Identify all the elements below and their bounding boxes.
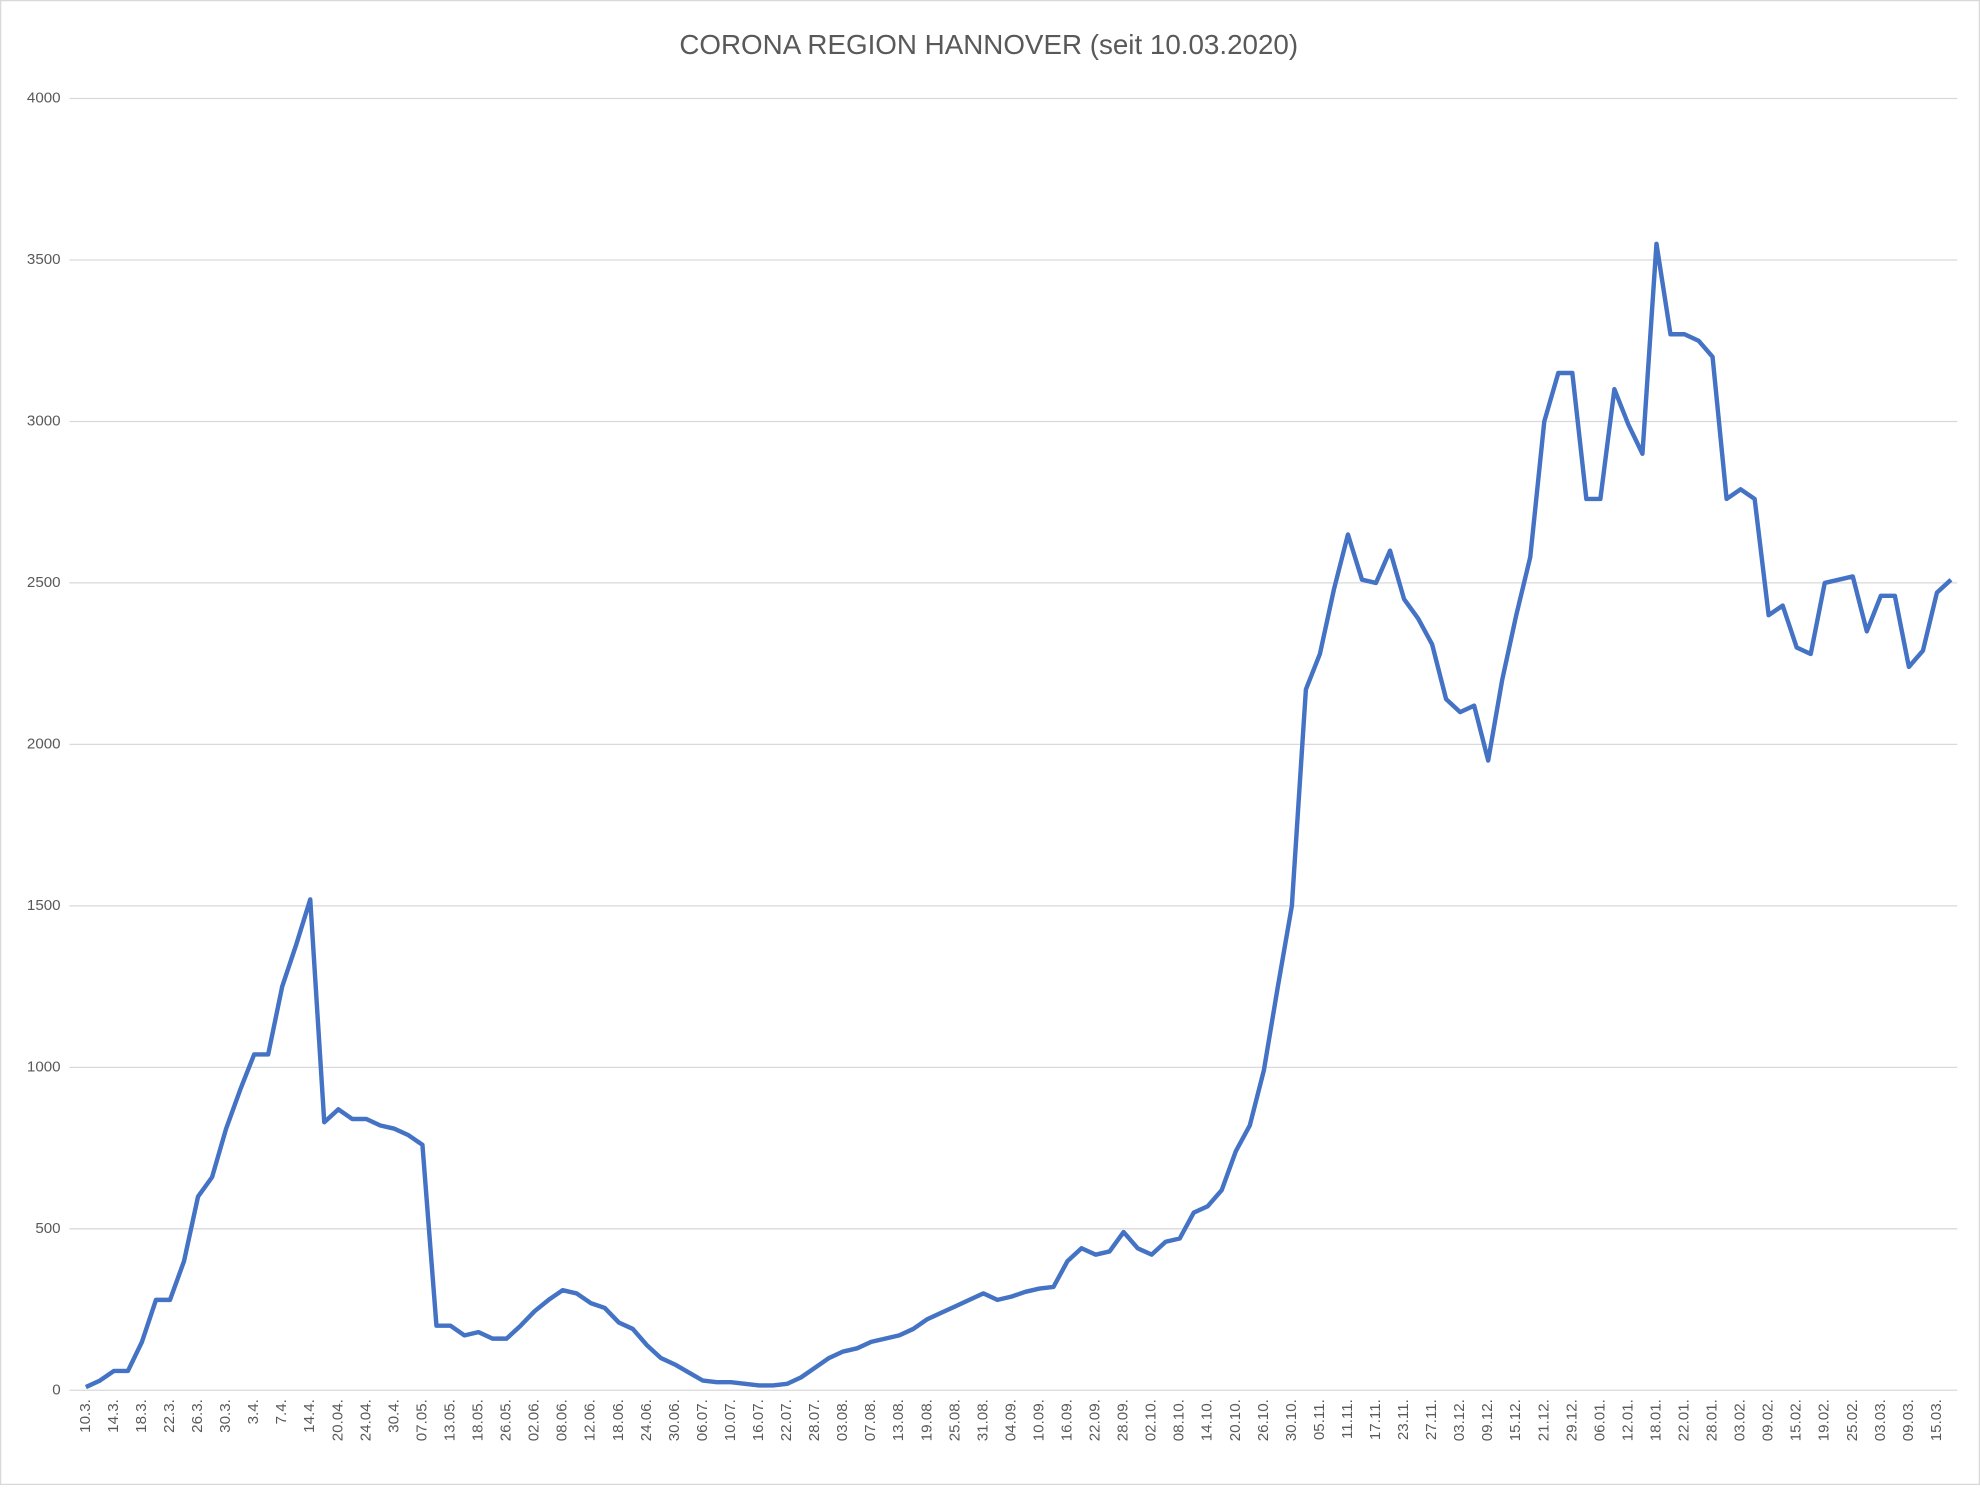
- x-tick-label: 15.03.: [1928, 1399, 1945, 1441]
- x-tick-label: 3.4.: [245, 1399, 262, 1424]
- x-tick-label: 17.11.: [1367, 1399, 1384, 1440]
- x-tick-label: 30.3.: [217, 1399, 234, 1433]
- x-tick-label: 20.10.: [1227, 1399, 1244, 1441]
- x-tick-label: 03.08.: [834, 1399, 851, 1441]
- x-tick-label: 21.12.: [1535, 1399, 1552, 1441]
- x-tick-label: 05.11.: [1311, 1399, 1328, 1440]
- x-tick-label: 30.06.: [666, 1399, 683, 1441]
- x-tick-label: 12.06.: [582, 1399, 599, 1441]
- x-tick-label: 04.09.: [1002, 1399, 1019, 1441]
- x-tick-label: 15.12.: [1507, 1399, 1524, 1441]
- x-tick-label: 09.03.: [1900, 1399, 1917, 1441]
- x-tick-label: 08.10.: [1171, 1399, 1188, 1441]
- x-tick-label: 13.08.: [890, 1399, 907, 1441]
- x-tick-label: 10.09.: [1030, 1399, 1047, 1441]
- y-tick-label: 1000: [27, 1058, 61, 1075]
- x-tick-label: 26.05.: [498, 1399, 515, 1441]
- x-tick-label: 24.06.: [638, 1399, 655, 1441]
- x-tick-label: 02.06.: [526, 1399, 543, 1441]
- y-tick-label: 0: [52, 1381, 60, 1398]
- x-tick-label: 14.10.: [1199, 1399, 1216, 1441]
- x-tick-label: 22.09.: [1087, 1399, 1104, 1441]
- x-tick-label: 19.02.: [1816, 1399, 1833, 1441]
- x-tick-label: 27.11.: [1423, 1399, 1440, 1440]
- x-tick-label: 19.08.: [918, 1399, 935, 1441]
- x-tick-label: 09.02.: [1760, 1399, 1777, 1441]
- x-tick-label: 03.03.: [1872, 1399, 1889, 1441]
- x-tick-label: 14.4.: [301, 1399, 318, 1433]
- x-tick-label: 07.05.: [413, 1399, 430, 1441]
- x-tick-label: 28.07.: [806, 1399, 823, 1441]
- x-tick-label: 06.07.: [694, 1399, 711, 1441]
- x-tick-label: 16.07.: [750, 1399, 767, 1441]
- x-tick-label: 09.12.: [1479, 1399, 1496, 1441]
- x-tick-label: 31.08.: [974, 1399, 991, 1441]
- x-tick-label: 18.06.: [610, 1399, 627, 1441]
- x-tick-label: 02.10.: [1143, 1399, 1160, 1441]
- x-tick-label: 26.3.: [189, 1399, 206, 1433]
- x-tick-label: 30.4.: [385, 1399, 402, 1433]
- x-tick-label: 22.07.: [778, 1399, 795, 1441]
- x-tick-label: 22.01.: [1676, 1399, 1693, 1441]
- x-tick-label: 12.01.: [1619, 1399, 1636, 1441]
- x-tick-label: 26.10.: [1255, 1399, 1272, 1441]
- x-tick-label: 13.05.: [441, 1399, 458, 1441]
- x-tick-label: 30.10.: [1283, 1399, 1300, 1441]
- y-tick-label: 2000: [27, 735, 61, 752]
- x-tick-label: 22.3.: [161, 1399, 178, 1433]
- y-tick-label: 3000: [27, 412, 61, 429]
- x-tick-label: 7.4.: [273, 1399, 290, 1424]
- x-tick-label: 24.04.: [357, 1399, 374, 1441]
- x-tick-label: 06.01.: [1591, 1399, 1608, 1441]
- x-tick-label: 29.12.: [1563, 1399, 1580, 1441]
- x-tick-label: 14.3.: [105, 1399, 122, 1433]
- x-tick-label: 11.11.: [1339, 1399, 1356, 1439]
- x-tick-label: 07.08.: [862, 1399, 879, 1441]
- x-tick-label: 25.08.: [946, 1399, 963, 1441]
- x-tick-label: 10.3.: [77, 1399, 94, 1433]
- x-tick-label: 18.3.: [133, 1399, 150, 1433]
- x-tick-label: 20.04.: [329, 1399, 346, 1441]
- x-tick-label: 15.02.: [1788, 1399, 1805, 1441]
- y-tick-label: 2500: [27, 574, 61, 591]
- x-tick-label: 10.07.: [722, 1399, 739, 1441]
- x-tick-label: 28.09.: [1115, 1399, 1132, 1441]
- x-tick-label: 23.11.: [1395, 1399, 1412, 1440]
- x-tick-label: 25.02.: [1844, 1399, 1861, 1441]
- y-tick-label: 4000: [27, 89, 61, 106]
- y-tick-label: 500: [35, 1220, 60, 1237]
- x-tick-label: 16.09.: [1058, 1399, 1075, 1441]
- data-line: [84, 241, 1953, 1390]
- x-tick-label: 08.06.: [554, 1399, 571, 1441]
- y-tick-label: 3500: [27, 251, 61, 268]
- y-tick-label: 1500: [27, 897, 61, 914]
- x-tick-label: 18.05.: [470, 1399, 487, 1441]
- x-tick-label: 03.12.: [1451, 1399, 1468, 1441]
- x-tick-label: 18.01.: [1647, 1399, 1664, 1441]
- x-tick-label: 28.01.: [1704, 1399, 1721, 1441]
- x-tick-label: 03.02.: [1732, 1399, 1749, 1441]
- chart-title: CORONA REGION HANNOVER (seit 10.03.2020): [679, 29, 1298, 60]
